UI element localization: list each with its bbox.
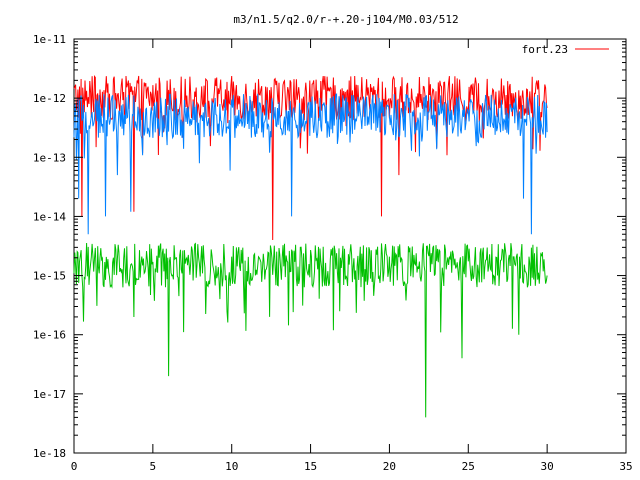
x-tick-label: 15 (304, 460, 317, 473)
y-tick-label: 1e-14 (33, 210, 66, 223)
axes-layer: 1e-18 1e-17 1e-16 1e-15 1e-14 1e-13 1e-12 1e-11… (33, 33, 633, 473)
y-tick-label: 1e-13 (33, 151, 66, 164)
series-line-2 (73, 93, 548, 235)
y-tick-label: 1e-16 (33, 329, 66, 342)
series-line-1 (73, 75, 548, 241)
y-tick-label: 1e-12 (33, 92, 66, 105)
x-tick-label: 10 (225, 460, 238, 473)
chart-title: m3/n1.5/q2.0/r-+.20-j104/M0.03/512 (233, 13, 458, 26)
plot-frame (73, 38, 627, 454)
series-line-3 (73, 242, 548, 418)
legend-label-fort-23: fort.23 (522, 43, 568, 56)
y-tick-label: 1e-15 (33, 270, 66, 283)
y-tick-label: 1e-11 (33, 33, 66, 46)
x-tick-label: 5 (150, 460, 157, 473)
x-tick-label: 20 (383, 460, 396, 473)
y-tick-label: 1e-17 (33, 388, 66, 401)
x-tick-label: 35 (619, 460, 632, 473)
series-layer (73, 75, 548, 418)
x-tick-label: 30 (541, 460, 554, 473)
x-tick-label: 0 (71, 460, 78, 473)
y-tick-label: 1e-18 (33, 447, 66, 460)
legend: fort.23 (522, 43, 609, 56)
x-tick-label: 25 (462, 460, 475, 473)
